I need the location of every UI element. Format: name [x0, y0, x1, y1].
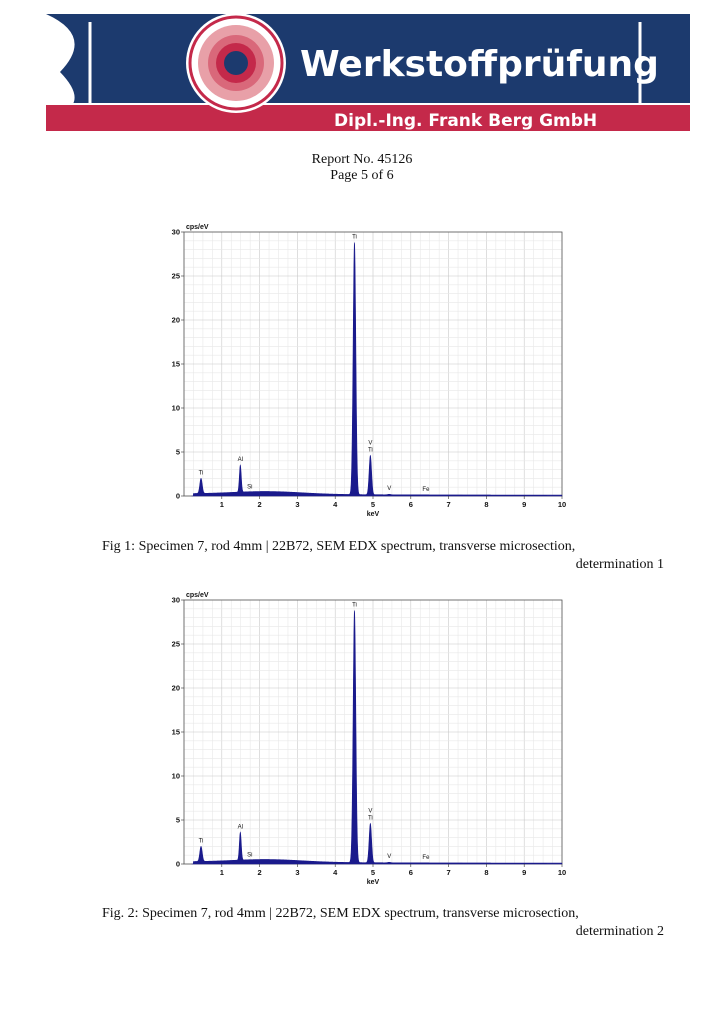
x-tick-label: 10: [558, 868, 566, 877]
peak-label: Si: [247, 484, 252, 490]
spectrum-area: [191, 610, 563, 865]
y-tick-label: 20: [172, 316, 180, 325]
x-tick-label: 3: [295, 868, 299, 877]
caption-line-1: Fig. 2: Specimen 7, rod 4mm | 22B72, SEM…: [102, 906, 579, 921]
x-tick-label: 4: [333, 500, 338, 509]
company-name: Werkstoffprüfung: [300, 44, 659, 85]
x-tick-label: 4: [333, 868, 338, 877]
peak-label: V: [368, 809, 372, 815]
peak-label: Ti: [368, 816, 373, 822]
x-axis-title: keV: [367, 879, 380, 886]
y-tick-label: 25: [172, 272, 180, 281]
x-tick-label: 1: [220, 868, 224, 877]
peak-label: V: [387, 854, 391, 860]
x-tick-label: 2: [258, 868, 262, 877]
x-tick-label: 6: [409, 868, 413, 877]
x-tick-label: 3: [295, 500, 299, 509]
figure-caption-1: Fig 1: Specimen 7, rod 4mm | 22B72, SEM …: [102, 538, 664, 574]
x-tick-label: 5: [371, 868, 375, 877]
x-tick-label: 1: [220, 500, 224, 509]
x-tick-label: 10: [558, 500, 566, 509]
peak-label: Ti: [352, 603, 357, 609]
y-tick-label: 30: [172, 596, 180, 605]
y-tick-label: 5: [176, 448, 180, 457]
y-tick-label: 0: [176, 860, 180, 869]
x-tick-label: 7: [447, 500, 451, 509]
y-tick-label: 30: [172, 228, 180, 237]
peak-label: Al: [238, 824, 243, 830]
x-tick-label: 6: [409, 500, 413, 509]
y-tick-label: 10: [172, 772, 180, 781]
peak-label: Fe: [422, 855, 430, 861]
report-number: Report No. 45126: [311, 152, 413, 167]
x-tick-label: 8: [484, 868, 488, 877]
peak-label: Ti: [199, 470, 204, 476]
y-tick-label: 20: [172, 684, 180, 693]
peak-label: Si: [247, 852, 252, 858]
y-tick-label: 5: [176, 816, 180, 825]
y-tick-label: 15: [172, 360, 180, 369]
y-axis-title: cps/eV: [186, 224, 209, 231]
peak-label: Al: [238, 457, 243, 463]
target-logo: [186, 13, 286, 113]
banner-crimson-band: [46, 104, 690, 131]
x-axis-title: keV: [367, 511, 380, 518]
company-subtitle: Dipl.-Ing. Frank Berg GmbH: [334, 111, 597, 131]
page-number: Page 5 of 6: [330, 168, 394, 183]
figure-caption-2: Fig. 2: Specimen 7, rod 4mm | 22B72, SEM…: [102, 905, 664, 941]
caption-line-2: determination 2: [575, 924, 664, 939]
peak-label: Ti: [352, 235, 357, 241]
x-tick-label: 7: [447, 868, 451, 877]
letterhead-banner: Werkstoffprüfung Dipl.-Ing. Frank Berg G…: [46, 13, 690, 131]
x-tick-label: 2: [258, 500, 262, 509]
x-tick-label: 8: [484, 500, 488, 509]
x-tick-label: 5: [371, 500, 375, 509]
peak-label: V: [368, 441, 372, 447]
y-tick-label: 10: [172, 404, 180, 413]
y-tick-label: 0: [176, 492, 180, 501]
peak-label: V: [387, 486, 391, 492]
y-axis-title: cps/eV: [186, 592, 209, 599]
peak-label: Ti: [199, 838, 204, 844]
caption-line-1: Fig 1: Specimen 7, rod 4mm | 22B72, SEM …: [102, 539, 576, 554]
x-tick-label: 9: [522, 500, 526, 509]
x-tick-label: 9: [522, 868, 526, 877]
y-tick-label: 25: [172, 640, 180, 649]
caption-line-2: determination 1: [575, 557, 664, 572]
peak-label: Ti: [368, 448, 373, 454]
spectrum-area: [191, 242, 563, 497]
y-tick-label: 15: [172, 728, 180, 737]
peak-label: Fe: [422, 487, 430, 493]
